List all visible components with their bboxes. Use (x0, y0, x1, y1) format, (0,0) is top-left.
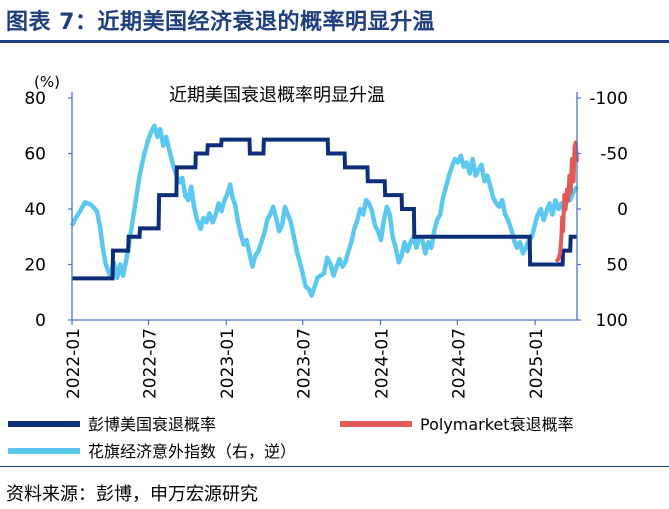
axes-layer: 0 20 40 60 80 -100 -50 0 50 100 2022-01 2022-07 2023… (24, 89, 628, 399)
left-tick-label: 20 (24, 256, 46, 276)
legend-label-bloomberg-recession-line: 彭博美国衰退概率 (88, 415, 216, 434)
left-tick-label: 0 (35, 311, 46, 331)
x-tick-label: 2025-01 (527, 328, 547, 399)
polymarket-recession-line (554, 140, 579, 263)
left-tick-label: 40 (24, 200, 46, 220)
source-note: 资料来源：彭博，申万宏源研究 (6, 484, 258, 505)
right-tick-label: 50 (606, 256, 628, 276)
figure-title: 图表 7：近期美国经济衰退的概率明显升温 (6, 10, 435, 35)
x-tick-label: 2024-07 (449, 328, 469, 399)
left-tick-label: 80 (24, 89, 46, 109)
left-axis-unit: (%) (34, 73, 60, 91)
bloomberg-recession-line (72, 137, 577, 281)
chart-title: 近期美国衰退概率明显升温 (169, 85, 385, 106)
x-tick-label: 2023-07 (295, 328, 315, 399)
x-tick-label: 2022-01 (64, 328, 84, 399)
right-tick-label: 0 (617, 200, 628, 220)
x-tick-label: 2023-01 (218, 328, 238, 399)
title-rule (0, 40, 669, 43)
right-tick-label: -50 (600, 145, 628, 165)
left-tick-label: 60 (24, 145, 46, 165)
source-rule (0, 466, 669, 467)
legend-label-citi-surprise-line: 花旗经济意外指数（右，逆） (88, 442, 296, 461)
series-layer (69, 123, 579, 298)
right-tick-label: -100 (589, 89, 628, 109)
x-tick-label: 2024-01 (372, 328, 392, 399)
legend-label-polymarket-recession-line: Polymarket衰退概率 (420, 415, 574, 434)
x-tick-label: 2022-07 (140, 328, 160, 399)
citi-surprise-line (69, 123, 579, 298)
right-tick-label: 100 (596, 311, 628, 331)
